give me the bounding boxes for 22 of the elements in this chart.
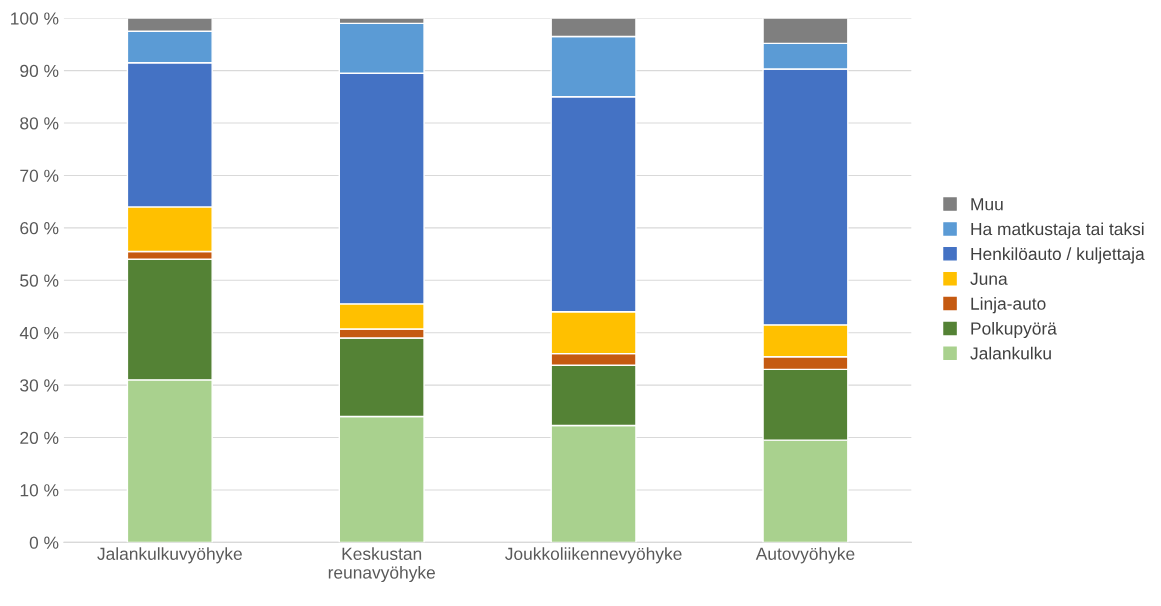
y-tick-label: 50 % — [20, 274, 59, 287]
y-tick-label: 10 % — [20, 484, 59, 497]
legend-label: Polkupyörä — [971, 321, 1057, 339]
legend-label: Jalankulku — [970, 346, 1051, 360]
x-tick-label: Jalankulkuvyöhyke — [97, 547, 242, 564]
y-tick-label: 30 % — [20, 379, 59, 392]
legend-label: Henkilöauto / kuljettaja — [971, 247, 1145, 264]
x-tick-label: Keskustan reunavyöhyke — [328, 547, 435, 583]
y-tick-label: 0 % — [29, 536, 59, 549]
y-tick-label: 60 % — [20, 222, 59, 235]
y-tick-label: 90 % — [20, 64, 59, 78]
x-tick-label: Joukkoliikennevyöhyke — [505, 547, 682, 564]
legend-label: Juna — [970, 272, 1008, 285]
y-tick-label: 70 % — [20, 169, 59, 182]
y-tick-label: 40 % — [19, 326, 59, 340]
y-tick-label: 20 % — [20, 431, 59, 444]
legend-label: Linja-auto — [971, 297, 1046, 314]
y-tick-label: 100 % — [11, 12, 59, 25]
legend-label: Ha matkustaja tai taksi — [971, 222, 1144, 239]
y-tick-label: 80 % — [20, 117, 59, 130]
legend-label: Muu — [971, 198, 1003, 211]
x-tick-label: Autovyöhyke — [755, 547, 855, 564]
